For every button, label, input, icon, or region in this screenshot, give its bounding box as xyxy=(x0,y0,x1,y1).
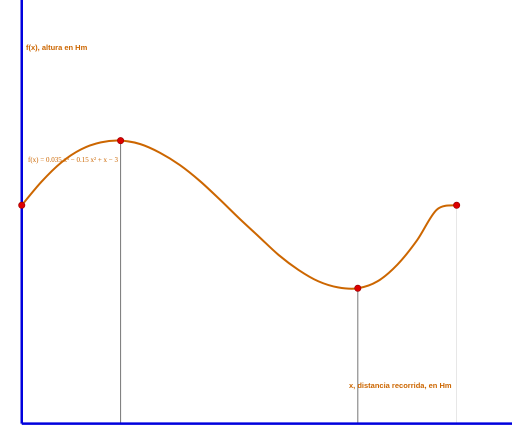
y-axis-label: f(x), altura en Hm xyxy=(26,43,88,52)
function-curve xyxy=(20,139,457,290)
curve-point[interactable] xyxy=(453,201,461,209)
curve-point[interactable] xyxy=(18,201,26,209)
curve-point[interactable] xyxy=(117,137,125,145)
curve-points xyxy=(18,137,461,292)
curve-point[interactable] xyxy=(354,284,362,292)
drop-lines xyxy=(120,140,457,424)
function-formula-label: f(x) = 0.035 x³ − 0.15 x² + x − 3 xyxy=(28,156,118,164)
x-axis-label: x, distancia recorrida, en Hm xyxy=(349,381,452,390)
